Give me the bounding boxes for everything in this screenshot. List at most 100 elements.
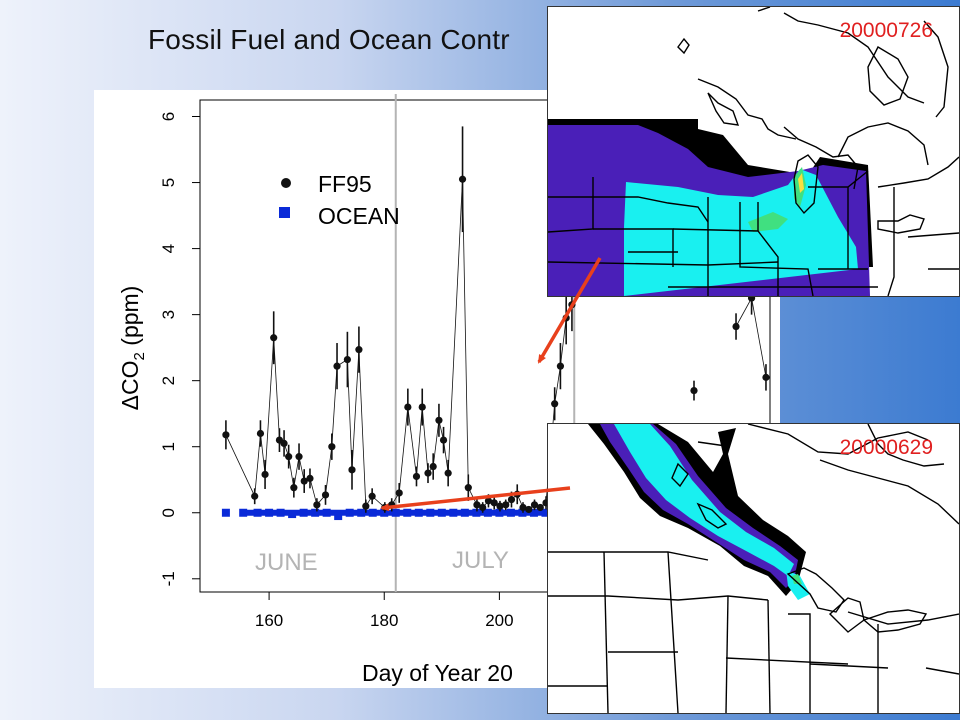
- ff95-point: [343, 355, 351, 364]
- ocean-point: [541, 508, 550, 517]
- ff95-point: [473, 501, 481, 509]
- ocean-point: [495, 508, 504, 517]
- ff95-point: [251, 492, 259, 500]
- ocean-point: [288, 510, 297, 519]
- y-axis-label: ΔCO2 (ppm): [117, 286, 148, 411]
- y-tick-label: 5: [159, 178, 178, 187]
- arrow-to-jun-point: [380, 486, 571, 512]
- ocean-point: [460, 508, 469, 517]
- ocean-point: [345, 508, 354, 517]
- legend-ocean-marker: [279, 207, 290, 218]
- ff95-point: [525, 505, 533, 514]
- ocean-point: [518, 508, 527, 517]
- ff95-point: [418, 403, 426, 411]
- ocean-point: [276, 508, 285, 517]
- legend-ff95-marker: [281, 178, 291, 188]
- ocean-point: [221, 508, 230, 517]
- ff95-point: [556, 362, 565, 370]
- arrow-to-jul-peak: [537, 257, 602, 364]
- ocean-point: [449, 508, 458, 517]
- y-tick-label: 0: [159, 508, 178, 517]
- ff95-point: [295, 453, 303, 461]
- month-label-july: JULY: [452, 547, 509, 574]
- ocean-point: [265, 508, 274, 517]
- month-label-june: JUNE: [255, 549, 318, 576]
- ocean-point: [403, 508, 412, 517]
- ff95-point: [429, 462, 437, 471]
- ff95-point: [300, 477, 308, 485]
- ff95-point: [290, 484, 298, 492]
- y-axis-label-delta: Δ: [117, 395, 143, 410]
- ff95-point: [435, 416, 443, 424]
- ocean-point: [391, 508, 400, 517]
- x-tick-label: 160: [255, 611, 283, 630]
- ff95-point: [285, 453, 293, 461]
- ocean-point: [299, 508, 308, 517]
- ff95-point: [280, 439, 288, 448]
- y-axis-label-subscript: 2: [131, 352, 148, 360]
- ff95-point: [444, 469, 452, 477]
- map-bottom-date: 20000629: [840, 436, 933, 459]
- ff95-point: [496, 502, 504, 510]
- legend-ff95-label: FF95: [318, 171, 372, 197]
- ff95-point: [439, 436, 448, 444]
- ff95-point: [355, 346, 363, 354]
- ff95-point: [333, 362, 341, 370]
- ocean-point: [253, 508, 262, 517]
- ff95-point: [362, 502, 370, 510]
- ocean-point: [437, 508, 446, 517]
- ff95-point: [732, 322, 740, 331]
- y-tick-label: 1: [159, 442, 178, 451]
- y-tick-label: -1: [159, 571, 178, 586]
- ocean-point: [414, 508, 423, 517]
- ff95-point: [306, 474, 314, 483]
- x-axis-label: Day of Year 20: [362, 660, 513, 686]
- ff95-point: [256, 429, 265, 438]
- ff95-point: [313, 501, 321, 509]
- ff95-point: [458, 175, 467, 183]
- ocean-point: [334, 512, 343, 521]
- ff95-point: [530, 501, 539, 509]
- ff95-point: [507, 495, 516, 504]
- y-axis-label-main: CO: [117, 360, 143, 395]
- ff95-point: [464, 484, 472, 492]
- ocean-point: [368, 508, 377, 517]
- ff95-point: [328, 443, 336, 451]
- ocean-point: [483, 508, 492, 517]
- ff95-point: [690, 386, 698, 395]
- ff95-point: [404, 403, 412, 411]
- ff95-point: [519, 503, 527, 512]
- ocean-point: [472, 508, 481, 517]
- ff95-point: [762, 373, 770, 381]
- ff95-point: [348, 466, 356, 474]
- ff95-point: [222, 431, 230, 439]
- map-panel-bottom: 20000629: [547, 423, 960, 714]
- slide-title: Fossil Fuel and Ocean Contr: [148, 24, 510, 55]
- ocean-point: [357, 508, 366, 517]
- x-tick-label: 200: [485, 611, 513, 630]
- map-top-graphic: 20000726: [548, 7, 959, 296]
- ff95-point: [479, 503, 487, 512]
- ff95-point: [368, 492, 376, 500]
- ocean-point: [239, 508, 248, 517]
- ff95-point: [424, 469, 432, 477]
- y-axis-label-unit: (ppm): [117, 286, 143, 352]
- ff95-point: [321, 491, 330, 499]
- ocean-point: [506, 508, 515, 517]
- ff95-point: [490, 499, 498, 507]
- map-bottom-graphic: 20000629: [548, 424, 959, 713]
- ff95-point: [270, 334, 278, 342]
- x-tick-label: 180: [370, 611, 398, 630]
- ff95-point: [551, 400, 559, 408]
- ff95-point: [261, 470, 269, 479]
- ocean-point: [426, 508, 435, 517]
- plot-area-border: [199, 99, 771, 593]
- y-tick-label: 4: [159, 244, 178, 253]
- ff95-point: [502, 501, 510, 509]
- ff95-point: [484, 497, 493, 505]
- legend-ocean-label: OCEAN: [318, 203, 400, 229]
- ocean-point: [529, 508, 538, 517]
- y-tick-label: 6: [159, 112, 178, 121]
